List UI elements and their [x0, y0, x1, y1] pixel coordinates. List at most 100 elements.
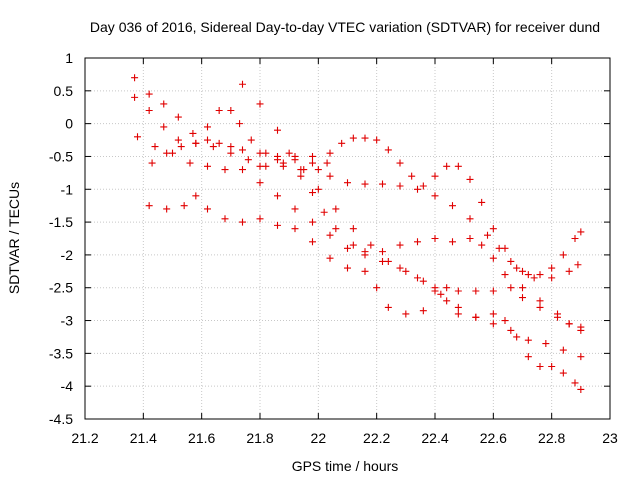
- data-point: [379, 180, 386, 188]
- data-point: [215, 107, 223, 115]
- data-point: [396, 264, 404, 272]
- data-point: [373, 284, 381, 292]
- data-point: [559, 346, 567, 354]
- data-point: [414, 274, 421, 282]
- data-point: [204, 136, 211, 144]
- x-tick-label: 22: [311, 430, 327, 446]
- data-point: [180, 202, 188, 210]
- y-tick-label: -3.5: [49, 345, 73, 361]
- data-point: [419, 182, 427, 190]
- data-point: [437, 290, 445, 298]
- data-point: [507, 257, 515, 265]
- data-point: [513, 333, 521, 341]
- data-point: [256, 215, 264, 223]
- data-point: [449, 202, 456, 210]
- y-tick-label: -2: [61, 247, 74, 263]
- data-point: [239, 146, 246, 154]
- data-point: [565, 320, 573, 328]
- data-point: [145, 90, 153, 98]
- data-point: [309, 218, 316, 226]
- series-track-6: [239, 80, 585, 331]
- data-point: [536, 303, 544, 311]
- data-points: [131, 74, 585, 393]
- series-track-7: [256, 179, 585, 393]
- data-point: [574, 261, 582, 269]
- data-point: [320, 208, 328, 216]
- y-axis-label: SDTVAR / TECUs: [6, 182, 22, 294]
- data-point: [285, 149, 293, 157]
- data-point: [256, 162, 264, 170]
- y-tick-label: 0: [65, 116, 73, 132]
- data-point: [501, 317, 509, 325]
- data-point: [314, 166, 322, 174]
- data-point: [507, 284, 515, 292]
- x-tick-label: 21.4: [130, 430, 157, 446]
- data-point: [577, 323, 585, 331]
- data-point: [131, 93, 139, 101]
- data-point: [227, 143, 235, 151]
- y-tick-label: -4.5: [49, 411, 73, 427]
- x-tick-label: 23: [602, 430, 618, 446]
- data-point: [577, 353, 585, 361]
- data-point: [227, 149, 235, 157]
- data-point: [148, 159, 156, 167]
- data-point: [396, 182, 404, 190]
- data-point: [291, 205, 299, 213]
- series-track-5: [145, 192, 585, 334]
- x-tick-label: 22.8: [538, 430, 565, 446]
- data-point: [326, 172, 334, 180]
- data-point: [466, 215, 474, 223]
- data-point: [204, 162, 211, 170]
- data-point: [221, 166, 229, 174]
- data-point: [478, 198, 486, 206]
- data-point: [489, 320, 497, 328]
- data-point: [279, 159, 287, 167]
- data-point: [332, 205, 340, 213]
- data-point: [323, 159, 331, 167]
- data-point: [536, 297, 544, 305]
- data-point: [472, 313, 480, 321]
- data-point: [314, 185, 322, 193]
- x-tick-label: 22.6: [480, 430, 507, 446]
- data-point: [309, 238, 316, 246]
- data-point: [565, 267, 573, 275]
- data-point: [145, 202, 153, 210]
- data-point: [571, 379, 579, 387]
- data-point: [274, 192, 281, 200]
- data-point: [507, 326, 515, 334]
- data-point: [145, 107, 153, 115]
- x-tick-label: 21.2: [71, 430, 98, 446]
- data-point: [177, 143, 185, 151]
- data-point: [396, 159, 404, 167]
- data-point: [332, 225, 340, 233]
- data-point: [244, 156, 252, 164]
- data-point: [489, 254, 497, 262]
- data-point: [519, 267, 526, 275]
- data-point: [326, 149, 334, 157]
- data-point: [262, 149, 270, 157]
- data-point: [291, 225, 299, 233]
- data-point: [489, 287, 497, 295]
- data-point: [227, 107, 235, 115]
- data-point: [559, 251, 567, 259]
- data-point: [513, 264, 521, 272]
- data-point: [349, 241, 357, 249]
- data-point: [239, 218, 246, 226]
- data-point: [449, 238, 456, 246]
- chart-title: Day 036 of 2016, Sidereal Day-to-day VTE…: [90, 19, 600, 35]
- data-point: [402, 267, 410, 275]
- y-tick-label: -3: [61, 313, 74, 329]
- y-tick-label: 0.5: [54, 83, 74, 99]
- data-point: [484, 231, 491, 239]
- data-point: [524, 336, 532, 344]
- data-point: [221, 215, 229, 223]
- axis-ticks: [84, 57, 611, 420]
- data-point: [309, 189, 316, 197]
- data-point: [239, 166, 246, 174]
- data-point: [419, 277, 427, 285]
- data-point: [134, 133, 141, 141]
- data-point: [160, 123, 168, 131]
- data-point: [454, 287, 462, 295]
- data-point: [548, 274, 556, 282]
